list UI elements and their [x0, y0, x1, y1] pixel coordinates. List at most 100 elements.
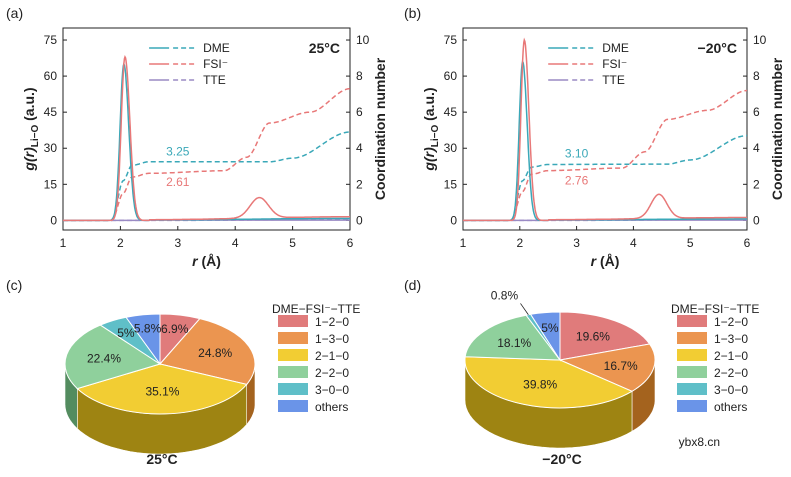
pie-value-label: 5% — [117, 326, 135, 340]
condition-label: 25°C — [309, 40, 340, 56]
pie-slice-1−2−0 — [559, 311, 651, 361]
x-tick-label: 4 — [232, 236, 239, 250]
y-right-axis-label: Coordination number — [769, 57, 785, 200]
legend-label: DME — [203, 41, 230, 55]
y-label-sub: Li−O — [430, 125, 441, 148]
pie-slice-1−3−0 — [159, 318, 256, 385]
pie-value-label: 35.1% — [145, 384, 179, 398]
pie-legend-swatch — [677, 332, 707, 344]
y-left-tick-label: 15 — [44, 177, 58, 191]
y-left-tick-label: 45 — [44, 105, 58, 119]
x-tick-label: 2 — [516, 236, 523, 250]
pie-legend-swatch — [278, 366, 308, 378]
pie-legend-label: 3−0−0 — [315, 383, 349, 397]
y-left-tick-label: 30 — [444, 141, 458, 155]
pie-value-label: 0.8% — [491, 288, 519, 302]
pie-value-label: 24.8% — [198, 346, 232, 360]
panel-tag: (d) — [404, 277, 421, 293]
pie-legend-swatch — [278, 332, 308, 344]
legend-label: TTE — [602, 73, 625, 87]
x-label-var: r — [591, 253, 598, 269]
cn-annotation-fsi: 2.61 — [166, 175, 190, 189]
rdf-curve-fsi — [463, 37, 747, 222]
pie-title: −20°C — [542, 451, 581, 467]
x-tick-label: 3 — [573, 236, 580, 250]
y-right-tick-label: 0 — [356, 213, 363, 227]
y-right-tick-label: 2 — [753, 177, 760, 191]
cn-curve-fsi — [63, 87, 350, 222]
cn-annotation-dme: 3.10 — [565, 146, 589, 160]
x-tick-label: 6 — [744, 236, 751, 250]
panel-tag: (c) — [6, 277, 22, 293]
pie-legend-swatch — [677, 349, 707, 361]
y-left-axis-label: g(r)Li−O (a.u.) — [21, 87, 41, 171]
pie-value-label: 5% — [541, 321, 559, 335]
y-left-tick-label: 0 — [450, 213, 457, 227]
x-tick-label: 2 — [117, 236, 124, 250]
panel-tag: (b) — [404, 5, 421, 21]
pie-legend-label: 1−2−0 — [714, 315, 748, 329]
pie-legend-swatch — [677, 400, 707, 412]
pie-legend-swatch — [677, 315, 707, 327]
pie-leader-line — [520, 303, 529, 315]
y-label-unit: (a.u.) — [421, 87, 437, 124]
legend-label: TTE — [203, 73, 226, 87]
rdf-curve-dme — [63, 62, 350, 222]
pie-panel-d: 19.6%16.7%39.8%18.1%0.8%5%DME−FSI⁻−TTE1−… — [404, 277, 759, 467]
plot-frame — [62, 27, 351, 231]
y-left-tick-label: 30 — [44, 141, 58, 155]
y-right-tick-label: 4 — [356, 141, 363, 155]
pie-legend-label: others — [714, 400, 747, 414]
y-left-tick-label: 0 — [50, 213, 57, 227]
y-right-tick-label: 10 — [753, 33, 767, 47]
y-left-tick-label: 45 — [444, 105, 458, 119]
y-left-tick-label: 60 — [444, 69, 458, 83]
cn-annotation-dme: 3.25 — [166, 144, 190, 158]
y-label-unit: (a.u.) — [21, 87, 37, 124]
pie-legend-label: 1−2−0 — [315, 315, 349, 329]
pie-legend-swatch — [677, 366, 707, 378]
y-right-tick-label: 8 — [753, 69, 760, 83]
pie-title: 25°C — [146, 451, 177, 467]
x-label-var: r — [192, 253, 199, 269]
y-left-tick-label: 15 — [444, 177, 458, 191]
y-right-tick-label: 8 — [356, 69, 363, 83]
pie-slice-2−1−0 — [464, 356, 634, 409]
series-group — [63, 54, 350, 222]
pie-legend-label: 2−2−0 — [315, 366, 349, 380]
rdf-curve-fsi — [63, 54, 350, 222]
pie-legend-swatch — [278, 400, 308, 412]
x-tick-label: 1 — [460, 236, 467, 250]
x-tick-label: 5 — [289, 236, 296, 250]
y-label-base: g(r) — [21, 147, 37, 172]
y-right-axis-label: Coordination number — [372, 57, 388, 200]
pie-legend-label: others — [315, 400, 348, 414]
pie-legend-title: DME−FSI⁻−TTE — [272, 302, 360, 316]
series-group — [463, 37, 747, 222]
pie-legend-label: 1−3−0 — [714, 332, 748, 346]
x-tick-label: 4 — [630, 236, 637, 250]
y-label-base: g(r) — [421, 147, 437, 172]
rdf-panel-a: 1 2 3 4 5 60153045607502468103.252.61DMEFSI⁻T… — [6, 5, 388, 269]
pie-legend-label: 1−3−0 — [315, 332, 349, 346]
y-left-tick-label: 60 — [44, 69, 58, 83]
y-right-tick-label: 2 — [356, 177, 363, 191]
pie-value-label: 39.8% — [523, 377, 557, 391]
pie-panel-c: 6.9% 24.8% 35.1% 22.4% 5% 5.8% DME−FSI⁻−TTE1−2… — [6, 277, 360, 467]
pie-value-label: 16.7% — [604, 359, 638, 373]
plot-frame — [462, 27, 748, 231]
pie-legend-title: DME−FSI⁻−TTE — [671, 302, 759, 316]
cn-curve-dme — [63, 131, 350, 222]
pie-legend-label: 2−1−0 — [315, 349, 349, 363]
cn-annotation-fsi: 2.76 — [565, 173, 589, 187]
x-tick-label: 3 — [174, 236, 181, 250]
pie-value-label: 18.1% — [497, 336, 531, 350]
pie-slice-2−2−0 — [464, 314, 562, 361]
pie-value-label: 6.9% — [161, 322, 189, 336]
y-right-tick-label: 10 — [356, 33, 370, 47]
pie-slice-others — [125, 313, 161, 366]
pie-slice-1−3−0 — [558, 343, 656, 392]
y-right-tick-label: 0 — [753, 213, 760, 227]
cn-curve-dme — [463, 134, 747, 222]
